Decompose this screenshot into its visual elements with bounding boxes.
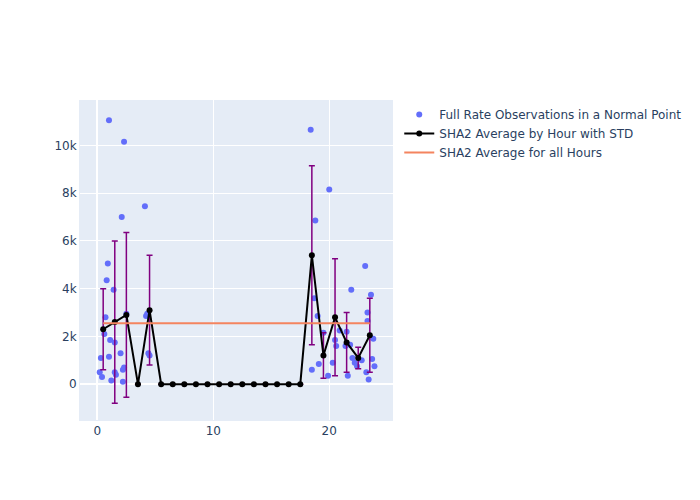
svg-text:0: 0 [94, 424, 102, 438]
svg-text:Full Rate Observations in a No: Full Rate Observations in a Normal Point [439, 108, 681, 122]
svg-text:SHA2 Average for all Hours: SHA2 Average for all Hours [439, 146, 602, 160]
svg-text:SHA2 Average by Hour with STD: SHA2 Average by Hour with STD [439, 127, 633, 141]
svg-text:6k: 6k [62, 234, 77, 248]
svg-text:0: 0 [69, 377, 77, 391]
svg-text:8k: 8k [62, 186, 77, 200]
svg-text:20: 20 [322, 424, 337, 438]
svg-text:10k: 10k [54, 139, 76, 153]
svg-text:2k: 2k [62, 330, 77, 344]
svg-text:4k: 4k [62, 282, 77, 296]
svg-text:10: 10 [206, 424, 221, 438]
